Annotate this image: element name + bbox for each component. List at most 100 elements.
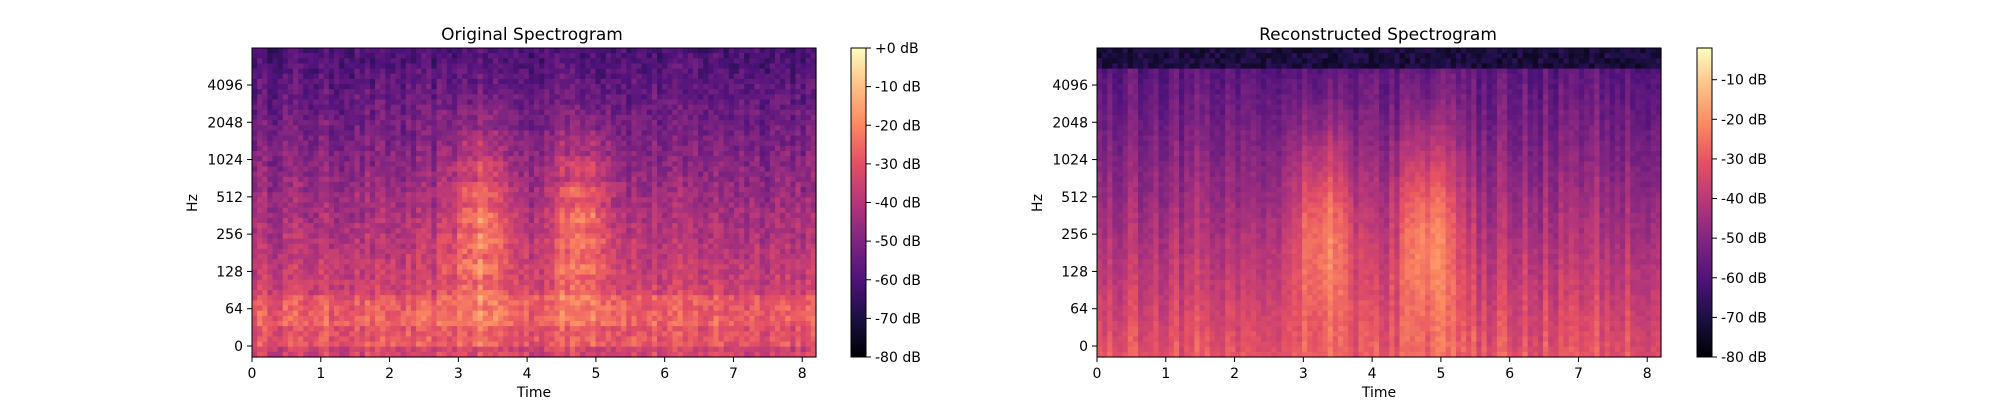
heatmap-cell <box>436 84 443 90</box>
heatmap-cell <box>641 300 648 307</box>
heatmap-cell <box>369 346 376 353</box>
heatmap-cell <box>554 346 561 353</box>
heatmap-cell <box>252 336 258 343</box>
heatmap-cell <box>641 346 648 353</box>
heatmap-cell <box>575 99 581 106</box>
heatmap-cell <box>605 197 612 204</box>
heatmap-cell <box>569 78 576 85</box>
heatmap-cell <box>590 192 597 198</box>
heatmap-cell <box>605 145 612 152</box>
heatmap-cell <box>610 238 617 245</box>
heatmap-cell <box>518 233 525 240</box>
heatmap-cell <box>559 73 566 80</box>
heatmap-cell <box>472 264 479 271</box>
heatmap-cell <box>544 274 550 281</box>
heatmap-cell <box>277 295 284 301</box>
heatmap-cell <box>395 207 402 214</box>
heatmap-cell <box>318 223 325 229</box>
heatmap-cell <box>426 310 433 317</box>
heatmap-cell <box>580 212 586 219</box>
heatmap-cell <box>631 223 638 229</box>
heatmap-cell <box>462 166 468 173</box>
heatmap-cell <box>277 310 284 317</box>
heatmap-cell <box>272 295 279 301</box>
heatmap-cell <box>287 197 294 204</box>
heatmap-cell <box>467 89 474 95</box>
heatmap-cell <box>646 89 653 95</box>
heatmap-cell <box>518 48 525 54</box>
heatmap-cell <box>595 181 602 188</box>
heatmap-cell <box>636 223 643 229</box>
heatmap-cell <box>585 53 591 59</box>
heatmap-cell <box>272 326 279 332</box>
heatmap-cell <box>451 284 458 291</box>
heatmap-cell <box>605 53 612 59</box>
heatmap-cell <box>318 171 325 178</box>
heatmap-cell <box>354 248 361 255</box>
heatmap-cell <box>672 315 679 322</box>
heatmap-cell <box>441 202 448 209</box>
heatmap-cell <box>672 331 679 337</box>
heatmap-cell <box>651 223 658 229</box>
heatmap-cell <box>457 89 463 95</box>
heatmap-cell <box>503 259 509 265</box>
heatmap-cell <box>523 151 530 157</box>
heatmap-cell <box>436 192 443 198</box>
heatmap-cell <box>672 135 679 142</box>
heatmap-cell <box>446 78 453 85</box>
heatmap-cell <box>416 84 422 90</box>
heatmap-cell <box>405 63 412 70</box>
heatmap-cell <box>462 295 468 301</box>
heatmap-cell <box>303 140 309 147</box>
heatmap-cell <box>631 89 638 95</box>
heatmap-cell <box>344 290 351 296</box>
heatmap-cell <box>277 284 284 291</box>
heatmap-cell <box>385 233 392 240</box>
heatmap-cell <box>467 187 474 193</box>
heatmap-cell <box>257 48 263 54</box>
heatmap-cell <box>308 305 315 312</box>
heatmap-cell <box>554 63 561 70</box>
heatmap-cell <box>436 315 443 322</box>
heatmap-cell <box>328 171 335 178</box>
heatmap-cell <box>421 243 427 250</box>
heatmap-cell <box>528 130 535 137</box>
heatmap-cell <box>426 181 433 188</box>
heatmap-cell <box>539 125 545 131</box>
heatmap-cell <box>313 217 320 224</box>
heatmap-cell <box>390 264 397 271</box>
heatmap-cell <box>277 315 284 322</box>
heatmap-cell <box>477 171 484 178</box>
heatmap-cell <box>610 346 617 353</box>
heatmap-cell <box>498 305 504 312</box>
heatmap-cell <box>313 212 320 219</box>
heatmap-cell <box>641 125 648 131</box>
heatmap-cell <box>359 48 366 54</box>
heatmap-cell <box>282 295 289 301</box>
heatmap-cell <box>426 68 433 75</box>
heatmap-cell <box>426 73 433 80</box>
heatmap-cell <box>508 259 515 265</box>
heatmap-cell <box>446 120 453 126</box>
heatmap-cell <box>564 48 571 54</box>
heatmap-cell <box>446 279 453 286</box>
heatmap-cell <box>467 264 474 271</box>
heatmap-cell <box>616 202 622 209</box>
heatmap-cell <box>631 125 638 131</box>
heatmap-cell <box>487 341 494 348</box>
heatmap-cell <box>482 58 489 65</box>
heatmap-cell <box>385 202 392 209</box>
heatmap-cell <box>262 351 268 358</box>
heatmap-cell <box>390 68 397 75</box>
heatmap-cell <box>569 120 576 126</box>
heatmap-cell <box>359 290 366 296</box>
heatmap-cell <box>298 187 304 193</box>
heatmap-cell <box>467 63 474 70</box>
heatmap-cell <box>257 243 263 250</box>
heatmap-cell <box>498 341 504 348</box>
heatmap-cell <box>518 320 525 327</box>
heatmap-cell <box>544 99 550 106</box>
heatmap-cell <box>431 254 438 260</box>
heatmap-cell <box>590 274 597 281</box>
heatmap-cell <box>610 279 617 286</box>
